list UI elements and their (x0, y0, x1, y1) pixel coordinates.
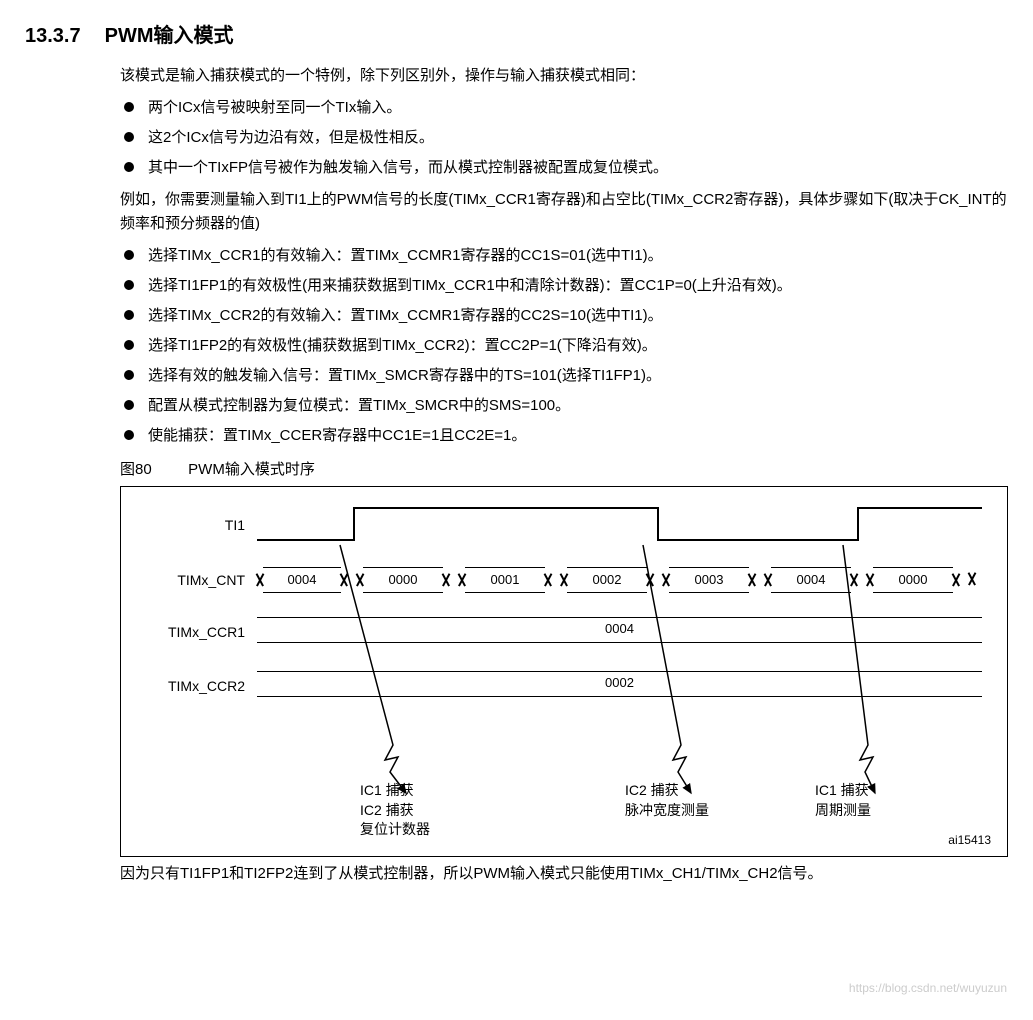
row-ccr1: TIMx_CCR1 0004 (135, 617, 993, 647)
annotation-2: IC2 捕获 脉冲宽度测量 (625, 781, 709, 820)
bullet-item: 使能捕获：置TIMx_CCER寄存器中CC1E=1且CC2E=1。 (120, 424, 1008, 448)
intro-paragraph: 该模式是输入捕获模式的一个特例，除下列区别外，操作与输入捕获模式相同： (120, 64, 1008, 88)
cnt-cell: 0001 (465, 567, 545, 593)
cnt-cell: 0004 (263, 567, 341, 593)
annotation-1: IC1 捕获 IC2 捕获 复位计数器 (360, 781, 430, 840)
bullet-item: 这2个ICx信号为边沿有效，但是极性相反。 (120, 126, 1008, 150)
ccr2-track: 0002 (257, 671, 993, 701)
label-ti1: TI1 (135, 514, 257, 536)
label-ccr2: TIMx_CCR2 (135, 675, 257, 697)
ccr2-value: 0002 (605, 675, 634, 690)
bullet-list-1: 两个ICx信号被映射至同一个TIx输入。 这2个ICx信号为边沿有效，但是极性相… (120, 96, 1008, 180)
label-cnt: TIMx_CNT (135, 569, 257, 591)
bullet-item: 两个ICx信号被映射至同一个TIx输入。 (120, 96, 1008, 120)
bullet-item: 选择TIMx_CCR2的有效输入：置TIMx_CCMR1寄存器的CC2S=10(… (120, 304, 1008, 328)
timing-diagram: TI1 TIMx_CNT 0004 0000 0001 0002 0003 00… (120, 486, 1008, 857)
row-ti1: TI1 (135, 507, 993, 543)
bullet-item: 其中一个TIxFP信号被作为触发输入信号，而从模式控制器被配置成复位模式。 (120, 156, 1008, 180)
section-number: 13.3.7 (25, 25, 81, 47)
cnt-cell: 0000 (363, 567, 443, 593)
bullet-item: 选择有效的触发输入信号：置TIMx_SMCR寄存器中的TS=101(选择TI1F… (120, 364, 1008, 388)
bullet-item: 选择TI1FP1的有效极性(用来捕获数据到TIMx_CCR1中和清除计数器)：置… (120, 274, 1008, 298)
bullet-item: 选择TI1FP2的有效极性(捕获数据到TIMx_CCR2)：置CC2P=1(下降… (120, 334, 1008, 358)
label-ccr1: TIMx_CCR1 (135, 621, 257, 643)
section-title: PWM输入模式 (105, 25, 234, 47)
annotation-area: IC1 捕获 IC2 捕获 复位计数器 IC2 捕获 脉冲宽度测量 IC1 捕获… (135, 711, 993, 846)
cnt-track: 0004 0000 0001 0002 0003 0004 0000 (257, 567, 993, 593)
row-cnt: TIMx_CNT 0004 0000 0001 0002 0003 0004 0… (135, 567, 993, 593)
ccr1-value: 0004 (605, 621, 634, 636)
ai-tag: ai15413 (948, 831, 991, 850)
cnt-cell: 0003 (669, 567, 749, 593)
figure-number: 图80 (120, 458, 184, 482)
figure-caption: 图80 PWM输入模式时序 (120, 458, 1008, 482)
row-ccr2: TIMx_CCR2 0002 (135, 671, 993, 701)
footer-note: 因为只有TI1FP1和TI2FP2连到了从模式控制器，所以PWM输入模式只能使用… (120, 861, 1008, 887)
watermark: https://blog.csdn.net/wuyuzun (849, 979, 1007, 998)
cnt-cell: 0004 (771, 567, 851, 593)
figure-title: PWM输入模式时序 (188, 461, 315, 478)
cnt-cell: 0000 (873, 567, 953, 593)
cnt-cell-end (975, 567, 981, 591)
bullet-item: 配置从模式控制器为复位模式：置TIMx_SMCR中的SMS=100。 (120, 394, 1008, 418)
ccr1-track: 0004 (257, 617, 993, 647)
cnt-cell: 0002 (567, 567, 647, 593)
content-body: 该模式是输入捕获模式的一个特例，除下列区别外，操作与输入捕获模式相同： 两个IC… (120, 64, 1008, 857)
bullet-item: 选择TIMx_CCR1的有效输入：置TIMx_CCMR1寄存器的CC1S=01(… (120, 244, 1008, 268)
waveform-ti1 (257, 507, 993, 543)
annotation-3: IC1 捕获 周期测量 (815, 781, 871, 820)
bullet-list-2: 选择TIMx_CCR1的有效输入：置TIMx_CCMR1寄存器的CC1S=01(… (120, 244, 1008, 448)
section-heading: 13.3.7 PWM输入模式 (25, 20, 1008, 52)
paragraph-2: 例如，你需要测量输入到TI1上的PWM信号的长度(TIMx_CCR1寄存器)和占… (120, 188, 1008, 236)
